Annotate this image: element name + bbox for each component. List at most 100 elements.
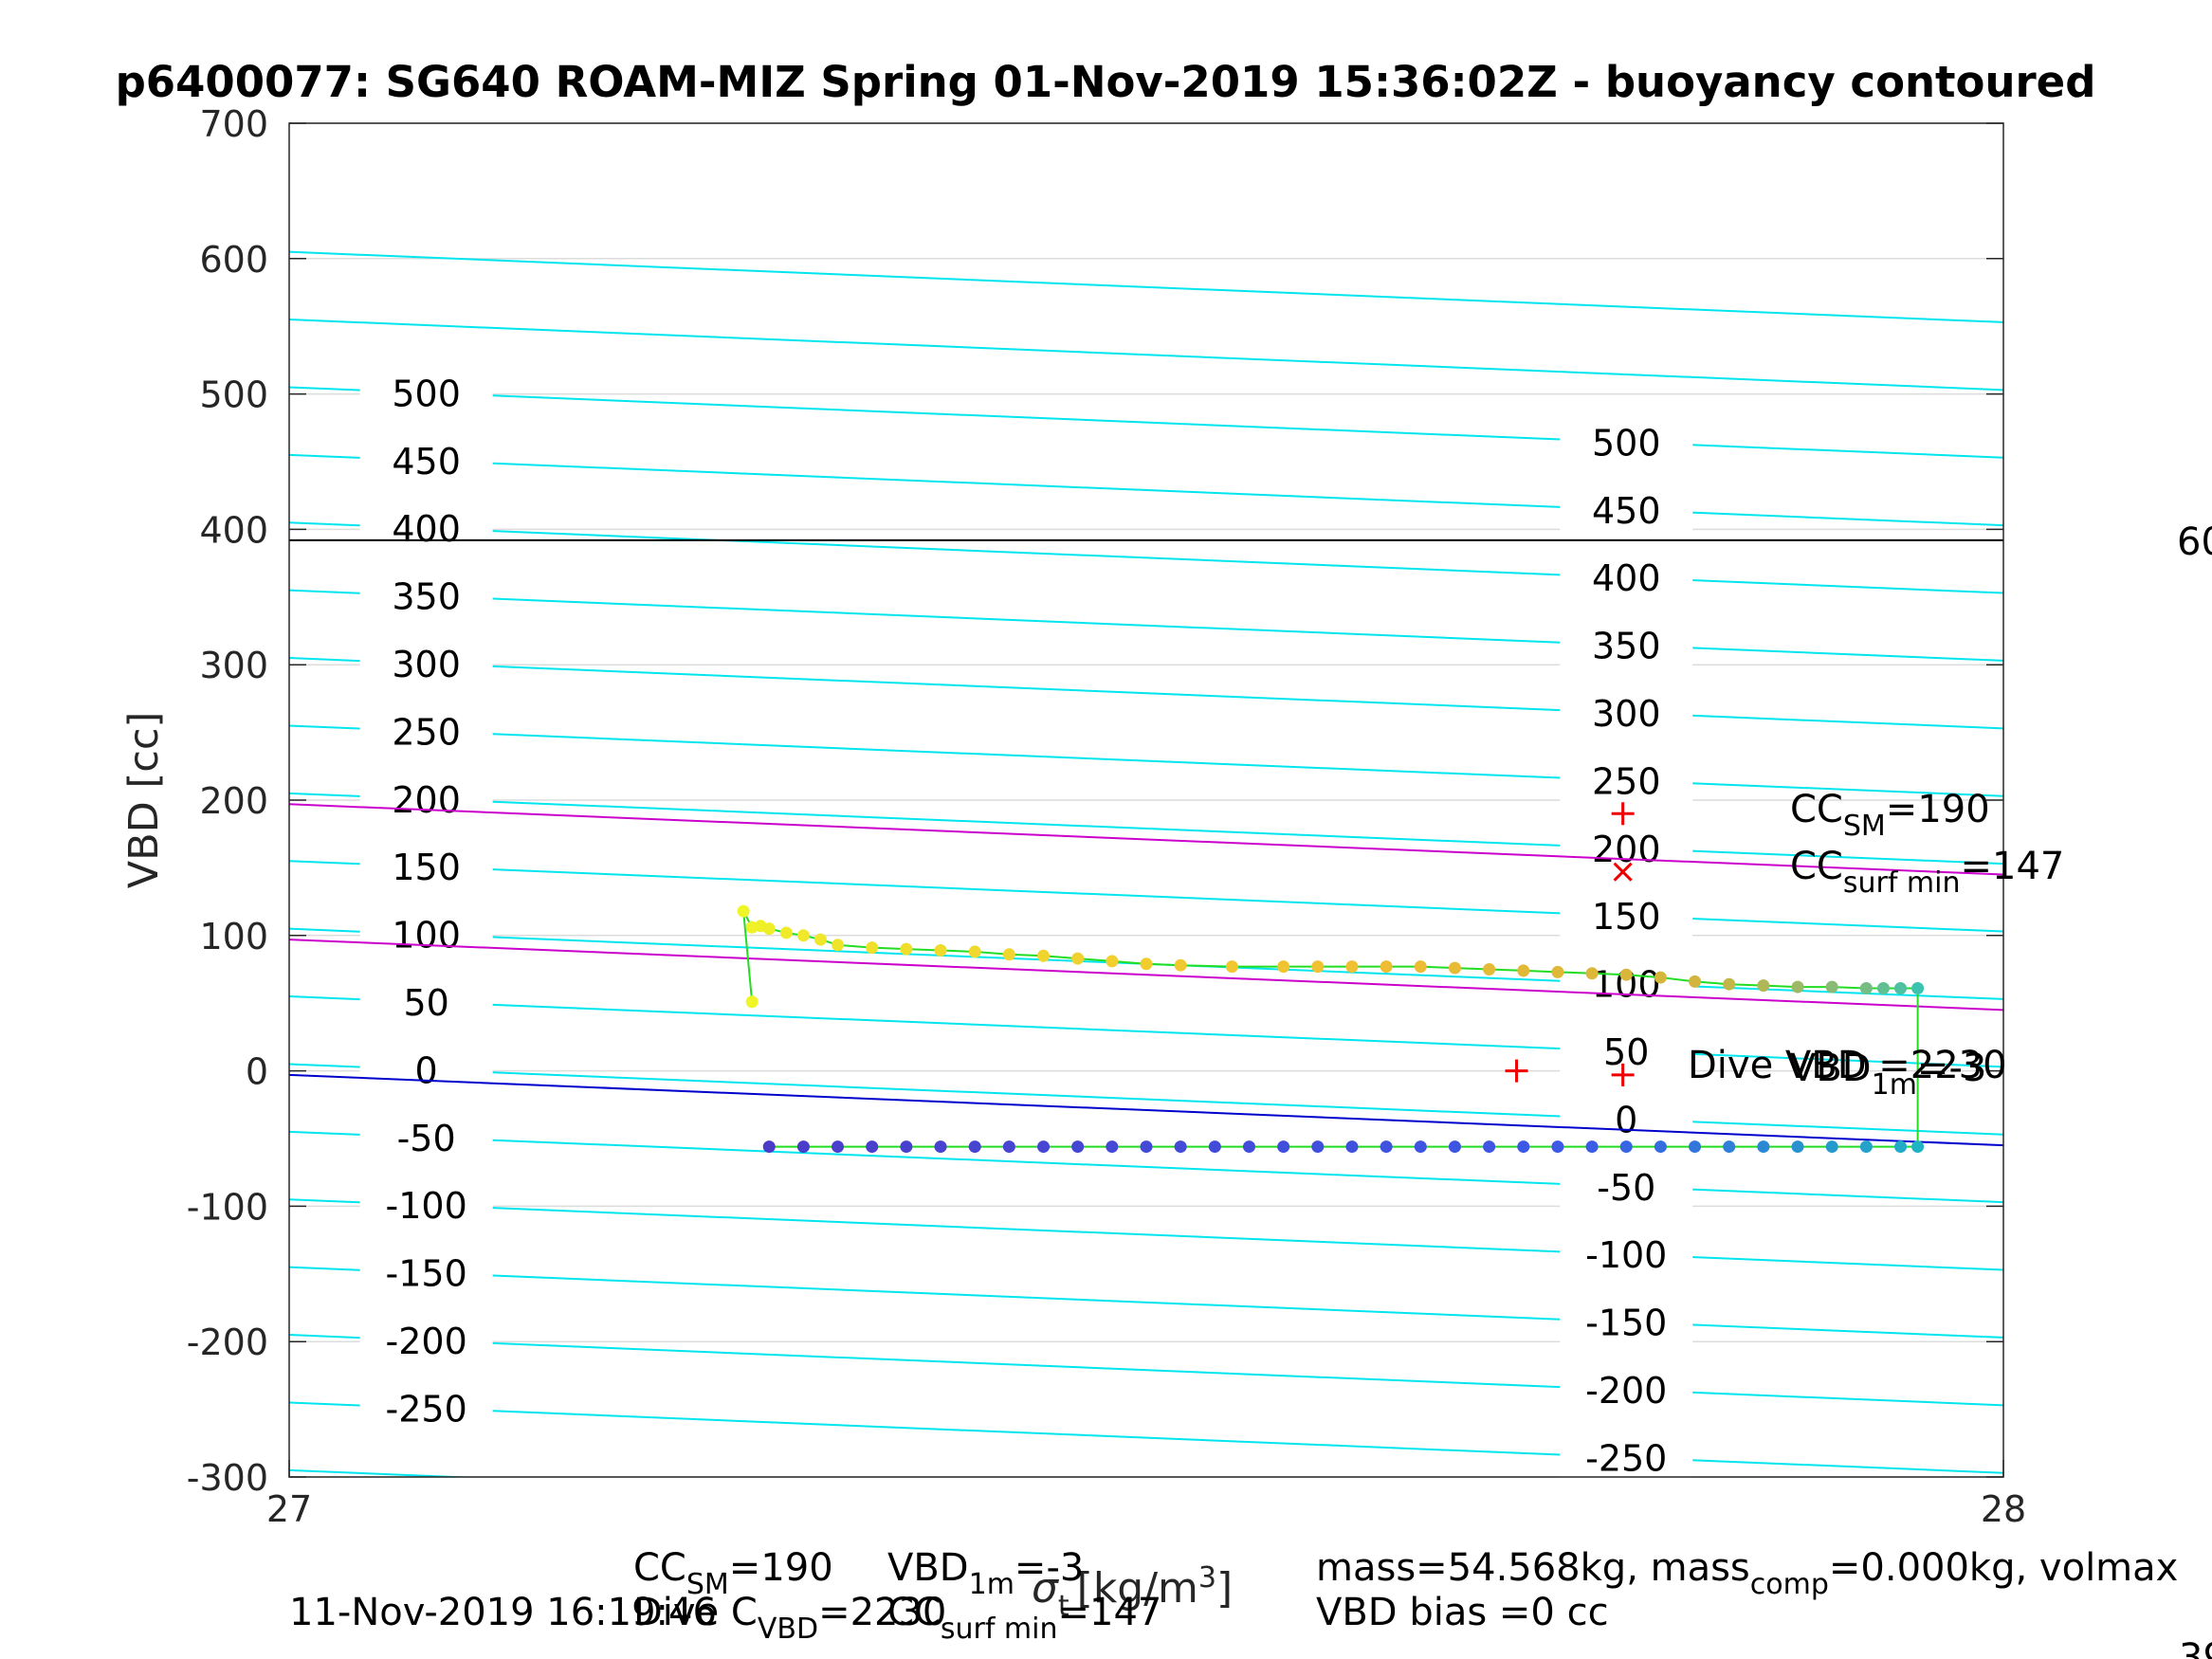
- data-point-dive: [968, 1140, 981, 1154]
- x-label-sigma: σ: [1032, 1564, 1059, 1613]
- contour-label-bg: [1560, 960, 1693, 1007]
- contour-label: -150: [1585, 1303, 1667, 1344]
- data-point-climb: [1311, 960, 1325, 974]
- data-point-dive: [1208, 1140, 1221, 1154]
- contour-label: 150: [392, 847, 461, 888]
- data-point-dive: [1894, 1140, 1908, 1154]
- contour-label: -150: [386, 1253, 467, 1295]
- contour-label-bg: [1560, 1231, 1693, 1278]
- contour-line: [289, 1198, 2003, 1271]
- contour-label: 450: [392, 441, 461, 483]
- x-label-close: ]: [1216, 1564, 1233, 1613]
- footer-dive-cc-vbd: Dive CVBD=2230: [633, 1591, 946, 1646]
- contour-line: [289, 250, 2003, 323]
- contour-label: 0: [1615, 1099, 1637, 1140]
- data-point-dive: [1311, 1140, 1325, 1154]
- dive-connector-line: [742, 910, 1919, 1148]
- contour-label: 250: [392, 711, 461, 753]
- data-point-dive: [1654, 1140, 1667, 1154]
- reference-line-upper: [289, 803, 2003, 876]
- data-point-climb: [1825, 980, 1838, 994]
- contour-line: [289, 589, 2003, 662]
- data-point-dive: [1825, 1140, 1838, 1154]
- contour-line: [289, 657, 2003, 730]
- contour-label: 450: [1592, 490, 1661, 532]
- contour-label-bg: [1560, 486, 1693, 533]
- contour-label-bg: [359, 844, 493, 890]
- contour-label-bg: [359, 370, 493, 416]
- contour-label: 200: [392, 779, 461, 821]
- x-axis-label: σt [kg/m3]: [1032, 1561, 1233, 1623]
- y-tick-label: 200: [199, 780, 268, 822]
- data-point-climb: [1911, 981, 1925, 994]
- data-point-dive: [1414, 1140, 1427, 1154]
- contour-line: [289, 453, 2003, 527]
- data-point-dive: [1483, 1140, 1496, 1154]
- data-point-dive: [1106, 1140, 1119, 1154]
- contour-label: 400: [1592, 557, 1661, 599]
- data-point-dive: [1757, 1140, 1770, 1154]
- footer-timestamp: 11-Nov-2019 16:19:46: [289, 1591, 717, 1634]
- data-point-climb: [1380, 960, 1393, 974]
- contour-label-bg: [359, 437, 493, 483]
- data-point-dive: [1859, 1140, 1873, 1154]
- contour-label: -200: [386, 1321, 467, 1362]
- data-point-climb: [1859, 981, 1873, 994]
- data-point-climb: [1654, 971, 1667, 984]
- contour-line: [289, 995, 2003, 1068]
- y-tick-label: 300: [199, 645, 268, 686]
- data-point-dive: [1345, 1140, 1359, 1154]
- data-point-dive: [1174, 1140, 1187, 1154]
- data-point-climb: [1894, 981, 1908, 994]
- data-point-climb: [1517, 964, 1530, 977]
- contour-label: -50: [1597, 1167, 1655, 1209]
- data-point-climb: [1551, 965, 1564, 978]
- contour-line: [289, 521, 2003, 594]
- contour-line: [289, 1266, 2003, 1339]
- data-point-dive: [1277, 1140, 1290, 1154]
- contour-label-bg: [359, 1318, 493, 1364]
- annotation-cc-sm: CCSM=190: [1790, 788, 1990, 843]
- contour-label: -250: [386, 1388, 467, 1430]
- contour-label: 300: [1592, 693, 1661, 735]
- data-point-climb: [1345, 960, 1359, 974]
- data-point-climb: [1277, 960, 1290, 974]
- data-point-climb: [1619, 968, 1633, 981]
- contour-label-bg: [359, 1182, 493, 1229]
- contour-label: 50: [403, 982, 448, 1024]
- data-point-dive: [1911, 1140, 1925, 1154]
- contour-label-bg: [1560, 555, 1693, 601]
- contour-label: 200: [1592, 829, 1661, 870]
- data-point-dive: [1140, 1140, 1153, 1154]
- data-point-climb: [1791, 980, 1804, 994]
- contour-labels: -250 -200 -150 -100 -50 0 50 100 150 200 250 300 350…: [359, 370, 1693, 1481]
- chart-title: p6400077: SG640 ROAM-MIZ Spring 01-Nov-2…: [116, 57, 2096, 107]
- x-tick-label: 28: [1981, 1488, 2026, 1530]
- contour-line: [289, 1401, 2003, 1474]
- data-point-dive: [832, 1140, 845, 1154]
- data-point-dive: [1517, 1140, 1530, 1154]
- dive-data: [737, 904, 1925, 1154]
- y-tick-label: 700: [199, 103, 268, 145]
- contour-label: -200: [1585, 1370, 1667, 1412]
- contour-label: 50: [1603, 1031, 1649, 1073]
- data-point-climb: [779, 926, 793, 939]
- data-point-climb: [1876, 981, 1890, 994]
- contour-label-bg: [359, 1114, 493, 1160]
- marker-x: [1613, 862, 1633, 882]
- contour-label: 150: [1592, 896, 1661, 938]
- annotation-cut-top: 60: [2177, 520, 2212, 564]
- data-point-climb: [796, 929, 810, 942]
- contour-label: -100: [386, 1185, 467, 1227]
- data-point-climb: [866, 941, 879, 955]
- contour-label: 400: [392, 508, 461, 550]
- data-point-dive: [1689, 1140, 1702, 1154]
- x-tick-label: 27: [266, 1488, 312, 1530]
- buoyancy-contours: [289, 250, 2003, 1477]
- contour-label-bg: [359, 641, 493, 687]
- data-point-dive: [900, 1140, 913, 1154]
- x-label-unit: [kg/m: [1077, 1564, 1198, 1613]
- contour-line: [289, 860, 2003, 933]
